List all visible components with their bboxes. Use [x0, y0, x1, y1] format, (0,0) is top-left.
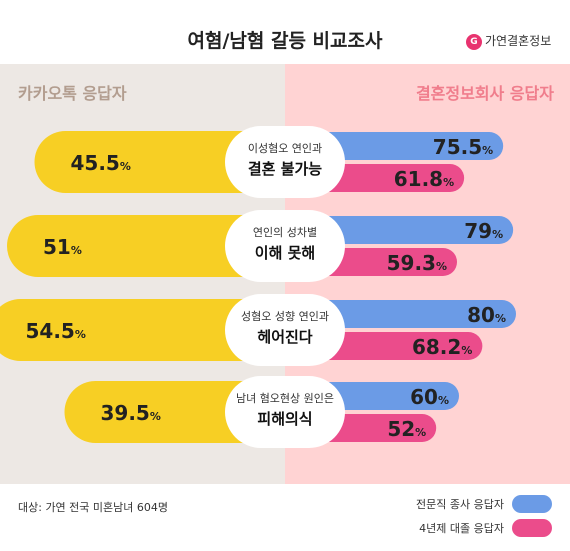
right-a-value-label-2: 80%: [467, 303, 506, 327]
brand-logo: G 가연결혼정보: [466, 32, 551, 50]
legend-label-professional: 전문직 종사 응답자: [416, 498, 504, 511]
left-bar-2: [0, 299, 290, 361]
brand-logo-text: 가연결혼정보: [485, 34, 552, 48]
category-sub-3: 남녀 혐오현상 원인은: [235, 392, 335, 405]
right-a-value-label-0: 75.5%: [433, 135, 493, 159]
right-panel-header: 결혼정보회사 응답자: [415, 84, 554, 103]
left-value-label-3: 39.5%: [101, 401, 161, 425]
left-bar-0: [34, 131, 290, 193]
right-b-value-label-1: 59.3%: [387, 251, 447, 275]
category-sub-2: 성혐오 성향 연인과: [241, 310, 329, 323]
brand-logo-icon: G: [466, 33, 482, 50]
category-main-1: 이해 못해: [254, 244, 316, 262]
left-panel-header: 카카오톡 응답자: [18, 84, 127, 103]
category-capsule-2: [225, 294, 345, 366]
left-value-label-2: 54.5%: [26, 319, 86, 343]
category-main-0: 결혼 불가능: [247, 160, 323, 178]
right-a-value-label-1: 79%: [464, 219, 503, 243]
right-b-value-label-2: 68.2%: [412, 335, 472, 359]
category-sub-0: 이성혐오 연인과: [247, 142, 323, 155]
left-bar-1: [7, 215, 290, 277]
category-main-3: 피해의식: [257, 410, 313, 428]
category-capsule-1: [225, 210, 345, 282]
category-sub-1: 연인의 성차별: [252, 226, 318, 239]
page-title: 여혐/남혐 갈등 비교조사: [187, 30, 383, 52]
category-capsule-3: [225, 376, 345, 448]
right-a-value-label-3: 60%: [410, 385, 449, 409]
left-value-label-0: 45.5%: [71, 151, 131, 175]
legend-item-professional: 전문직 종사 응답자: [416, 495, 552, 513]
legend-swatch-professional: [512, 495, 552, 513]
footnote: 대상: 가연 전국 미혼남녀 604명: [18, 501, 169, 514]
legend-item-graduate: 4년제 대졸 응답자: [419, 519, 552, 537]
left-value-label-1: 51%: [43, 235, 82, 259]
right-b-value-label-3: 52%: [387, 417, 426, 441]
category-capsule-0: [225, 126, 345, 198]
right-b-value-label-0: 61.8%: [394, 167, 454, 191]
legend-label-graduate: 4년제 대졸 응답자: [419, 522, 504, 535]
category-main-2: 헤어진다: [257, 328, 313, 346]
legend-swatch-graduate: [512, 519, 552, 537]
